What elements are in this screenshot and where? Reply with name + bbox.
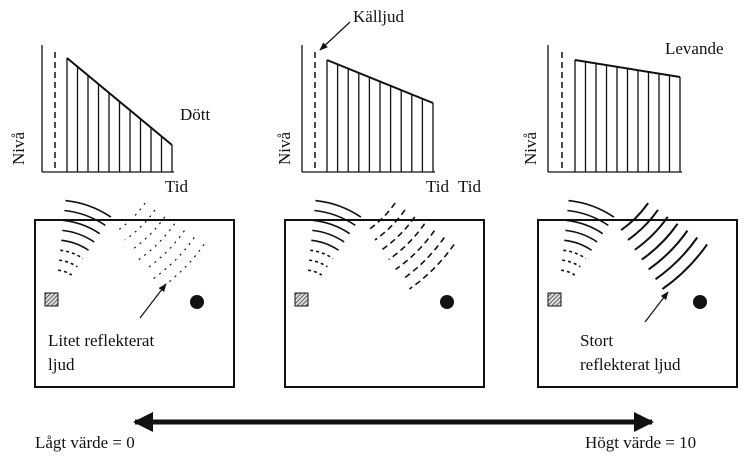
- room: [537, 219, 738, 388]
- wavefront: [313, 219, 351, 235]
- wavefront: [311, 239, 339, 251]
- wavefront: [562, 259, 581, 268]
- wavefront: [64, 209, 106, 227]
- room-label: reflekterat ljud: [580, 355, 681, 374]
- wavefront: [61, 239, 89, 251]
- wavefront: [563, 249, 587, 260]
- wavefront: [568, 199, 615, 218]
- source: [547, 292, 562, 307]
- reflected-wavefront: [654, 236, 699, 281]
- wavefront: [310, 249, 334, 260]
- wavefront: [308, 269, 323, 276]
- decay-charts: [41, 45, 682, 173]
- listener: [440, 295, 454, 309]
- x-label: Tid: [458, 177, 482, 196]
- reflected-wavefront: [131, 216, 166, 251]
- x-label: Tid: [426, 177, 450, 196]
- label-arrow: [139, 283, 167, 319]
- annotation-arrow: [319, 21, 351, 51]
- y-label: Nivå: [521, 132, 540, 166]
- reflected-wavefront: [627, 209, 659, 241]
- wavefront: [312, 229, 345, 243]
- reflected-wavefront: [381, 216, 416, 251]
- reflected-wavefront: [124, 209, 156, 241]
- wavefront: [315, 199, 362, 218]
- listener: [190, 295, 204, 309]
- reflected-wavefront: [648, 230, 689, 271]
- y-label: Nivå: [275, 132, 294, 166]
- wavefront: [565, 229, 598, 243]
- reflected-wavefront: [367, 202, 396, 231]
- panel-label: Levande: [665, 39, 724, 58]
- scale-low: Lågt värde = 0: [35, 433, 135, 452]
- source: [294, 292, 309, 307]
- listener: [693, 295, 707, 309]
- wavefront: [60, 249, 84, 260]
- reflected-wavefront: [159, 244, 205, 290]
- rooms: [34, 199, 738, 388]
- reflected-wavefront: [408, 243, 455, 290]
- source: [44, 292, 59, 307]
- room: [284, 219, 485, 388]
- wavefront: [58, 269, 73, 276]
- x-label: Tid: [165, 177, 189, 196]
- reflected-wavefront: [634, 216, 669, 251]
- reflected-wavefront: [152, 237, 195, 280]
- room-label: Stort: [580, 331, 613, 350]
- reflected-wavefront: [395, 230, 436, 271]
- panel-label: Dött: [180, 105, 211, 124]
- room: [34, 219, 235, 388]
- room-label: Litet reflekterat: [48, 331, 154, 350]
- reflected-wavefront: [620, 202, 649, 231]
- reflected-wavefront: [402, 237, 445, 280]
- reflected-wavefront: [641, 223, 679, 261]
- wavefront: [566, 219, 604, 235]
- wavefront: [314, 209, 356, 227]
- wavefront: [309, 259, 328, 268]
- wavefront: [59, 259, 78, 268]
- wavefront: [65, 199, 112, 218]
- wavefront: [561, 269, 576, 276]
- wavefront: [63, 219, 101, 235]
- reflected-wavefront: [388, 223, 426, 261]
- reflected-wavefront: [661, 243, 708, 290]
- room-label: ljud: [48, 355, 75, 374]
- reflected-wavefront: [117, 202, 146, 231]
- wavefront: [567, 209, 609, 227]
- label-arrow: [644, 291, 669, 323]
- annotation: Källjud: [353, 7, 404, 26]
- reflected-wavefront: [138, 223, 176, 261]
- wavefront: [564, 239, 592, 251]
- y-label: Nivå: [9, 132, 28, 166]
- reflected-wavefront: [374, 209, 406, 241]
- scale-high: Högt värde = 10: [585, 433, 696, 452]
- wavefront: [62, 229, 95, 243]
